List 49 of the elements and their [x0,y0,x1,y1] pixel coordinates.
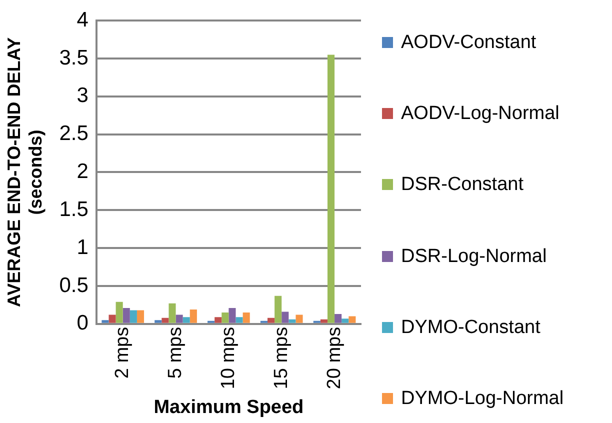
x-tick-label: 5 mps [165,326,186,379]
legend-label: DYMO-Log-Normal [401,386,564,411]
bar [348,316,356,323]
bar [320,319,328,323]
y-tick-label: 3 [76,84,88,108]
bar [182,317,190,323]
x-tick-label: 2 mps [112,326,134,379]
bar [296,314,303,323]
x-axis-title: Maximum Speed [154,396,304,418]
bar [108,314,116,323]
bar [176,314,183,323]
bar [342,318,349,323]
bar [236,317,243,323]
legend-label: DYMO-Constant [401,316,540,340]
bar [168,303,176,323]
bar [102,320,109,323]
bar [116,302,123,323]
bar [154,320,162,323]
y-tick-label: 4 [76,8,89,32]
y-tick-label: 1.5 [59,198,88,221]
bar [214,317,222,323]
y-tick-label: 0 [76,312,88,335]
bar [334,314,342,323]
bar [136,310,144,323]
bar [242,312,250,323]
bar [282,312,289,323]
x-tick-label: 15 mps [270,326,292,390]
x-tick-label: 10 mps [218,326,239,390]
x-tick-label: 20 mps [324,326,345,390]
bar [190,309,197,323]
y-tick-label: 1 [76,236,88,259]
y-tick-label: 3.5 [59,46,88,70]
bar [268,318,275,323]
bar [288,319,296,323]
y-tick-label: 2.5 [59,122,88,146]
bar [162,318,169,323]
bar [228,308,236,323]
bar [327,54,335,323]
bar [122,308,130,323]
bar [130,310,137,323]
bar [274,296,282,323]
legend-label: AODV-Log-Normal [401,102,560,126]
legend-label: DSR-Constant [401,173,524,198]
y-tick-label: 0.5 [59,274,88,297]
legend-label: AODV-Constant [401,31,536,55]
bar [222,312,229,323]
y-axis-title: AVERAGE END-TO-END DELAY (seconds) [4,37,46,308]
y-tick-label: 2 [76,160,88,184]
legend-label: DSR-Log-Normal [401,244,547,269]
